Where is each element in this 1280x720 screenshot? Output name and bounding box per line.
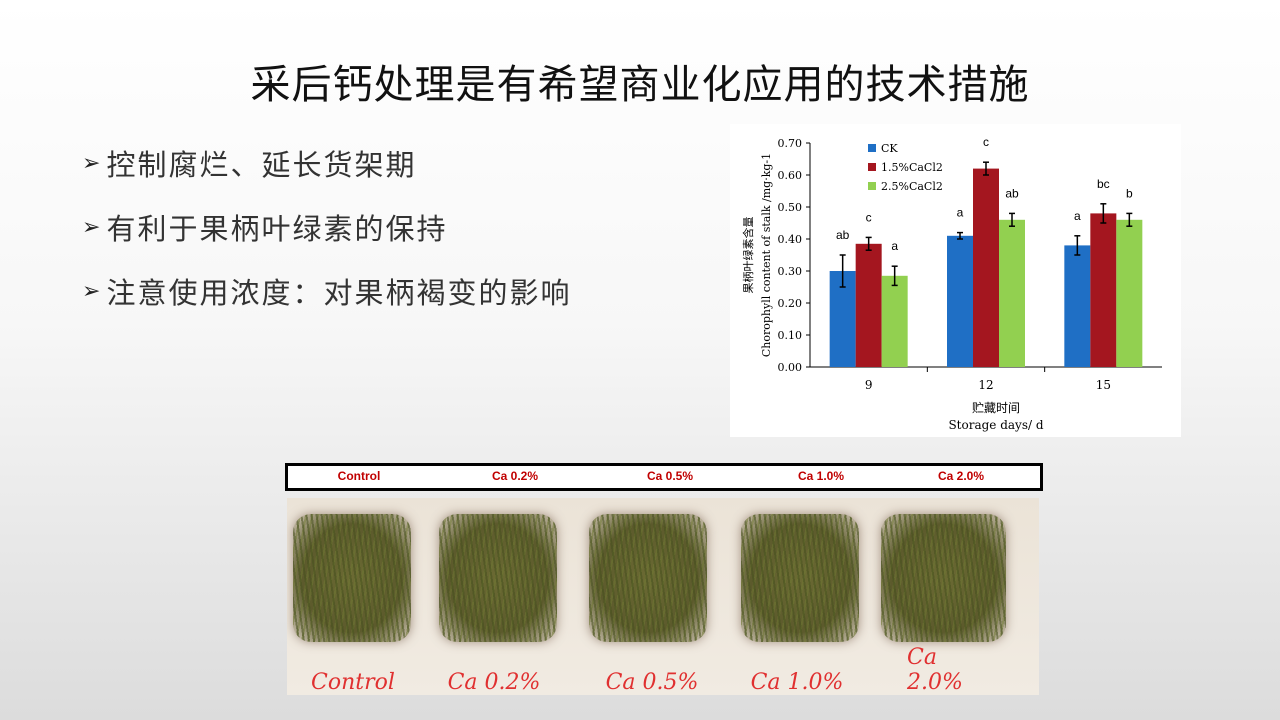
bullet-text: 注意使用浓度：对果柄褐变的影响 — [106, 276, 572, 310]
significance-letter: c — [983, 135, 989, 149]
handwritten-label: Ca 0.2% — [447, 670, 541, 695]
y-tick-label: 0.00 — [778, 361, 803, 374]
header-label-ca-0-2: Ca 0.2% — [491, 469, 539, 483]
legend-label: 1.5%CaCl2 — [881, 161, 943, 174]
legend-swatch — [868, 163, 876, 171]
y-tick-label: 0.20 — [778, 297, 803, 310]
bar — [881, 275, 908, 367]
legend-label: 2.5%CaCl2 — [881, 180, 943, 193]
significance-letter: a — [957, 206, 964, 220]
bullet-item: ➢ 有利于果柄叶绿素的保持 — [82, 206, 571, 248]
bar — [1064, 245, 1091, 367]
legend-swatch — [868, 182, 876, 190]
significance-letter: ab — [1005, 186, 1019, 200]
significance-letter: bc — [1097, 177, 1110, 191]
y-tick-label: 0.10 — [778, 329, 803, 342]
treatment-label-bar: Control Ca 0.2% Ca 0.5% Ca 1.0% Ca 2.0% — [285, 463, 1043, 491]
chlorophyll-chart: 0.00 0.10 0.20 0.30 0.40 0.50 0.60 0.70 9 ab c a 12 a… — [730, 124, 1181, 437]
header-label-control: Control — [337, 469, 381, 483]
y-tick-label: 0.40 — [778, 233, 803, 246]
handwritten-label: Ca 1.0% — [750, 670, 844, 695]
arrow-bullet-icon: ➢ — [82, 150, 103, 176]
x-axis-label-en: Storage days/ d — [948, 418, 1043, 432]
handwritten-label: Control — [311, 670, 395, 695]
bar — [947, 235, 973, 367]
significance-letter: c — [866, 210, 872, 224]
legend-swatch — [868, 144, 876, 152]
x-tick-label: 12 — [978, 378, 993, 392]
legend-label: CK — [881, 142, 898, 155]
y-tick-label: 0.50 — [778, 201, 803, 214]
bullet-text: 有利于果柄叶绿素的保持 — [106, 212, 448, 246]
stalk-bundle — [293, 514, 411, 642]
bullet-list: ➢ 控制腐烂、延长货架期 ➢ 有利于果柄叶绿素的保持 ➢ 注意使用浓度：对果柄褐… — [82, 142, 571, 334]
stalk-bundle — [439, 514, 557, 642]
significance-letter: b — [1126, 186, 1133, 200]
significance-letter: a — [891, 239, 898, 253]
x-tick-label: 9 — [865, 378, 873, 392]
stalk-bundle — [589, 514, 707, 642]
header-label-ca-1-0: Ca 1.0% — [797, 469, 845, 483]
bullet-text: 控制腐烂、延长货架期 — [106, 148, 417, 182]
header-label-ca-0-5: Ca 0.5% — [646, 469, 694, 483]
arrow-bullet-icon: ➢ — [82, 214, 103, 240]
significance-letter: ab — [836, 228, 850, 242]
bar — [1090, 213, 1117, 367]
significance-letter: a — [1074, 209, 1081, 223]
y-axis-label-cn: 果柄叶绿素含量 — [741, 217, 755, 294]
stalk-photo: Control Ca 0.2% Ca 0.5% Ca 1.0% Ca 2.0% — [287, 498, 1039, 695]
bar — [1116, 219, 1143, 367]
y-tick-label: 0.60 — [778, 169, 803, 182]
header-label-ca-2-0: Ca 2.0% — [937, 469, 985, 483]
stalk-bundle — [881, 514, 1006, 642]
bullet-item: ➢ 注意使用浓度：对果柄褐变的影响 — [82, 270, 571, 312]
stalk-bundle — [741, 514, 859, 642]
y-tick-label: 0.70 — [778, 137, 803, 150]
x-axis-label-cn: 贮藏时间 — [972, 400, 1020, 415]
slide-title: 采后钙处理是有希望商业化应用的技术措施 — [250, 62, 1030, 108]
handwritten-label: Ca 0.5% — [605, 670, 699, 695]
arrow-bullet-icon: ➢ — [82, 278, 103, 304]
y-tick-label: 0.30 — [778, 265, 803, 278]
x-tick-label: 15 — [1096, 378, 1111, 392]
bar — [999, 219, 1025, 367]
bar — [855, 243, 882, 367]
y-axis-label-en: Chorophyll content of stalk /mg·kg-1 — [760, 153, 773, 357]
bullet-item: ➢ 控制腐烂、延长货架期 — [82, 142, 571, 184]
bar — [973, 168, 999, 367]
chart-canvas: 0.000.100.200.300.400.500.600.709abca12a… — [741, 135, 1162, 432]
handwritten-label: Ca 2.0% — [907, 645, 963, 695]
